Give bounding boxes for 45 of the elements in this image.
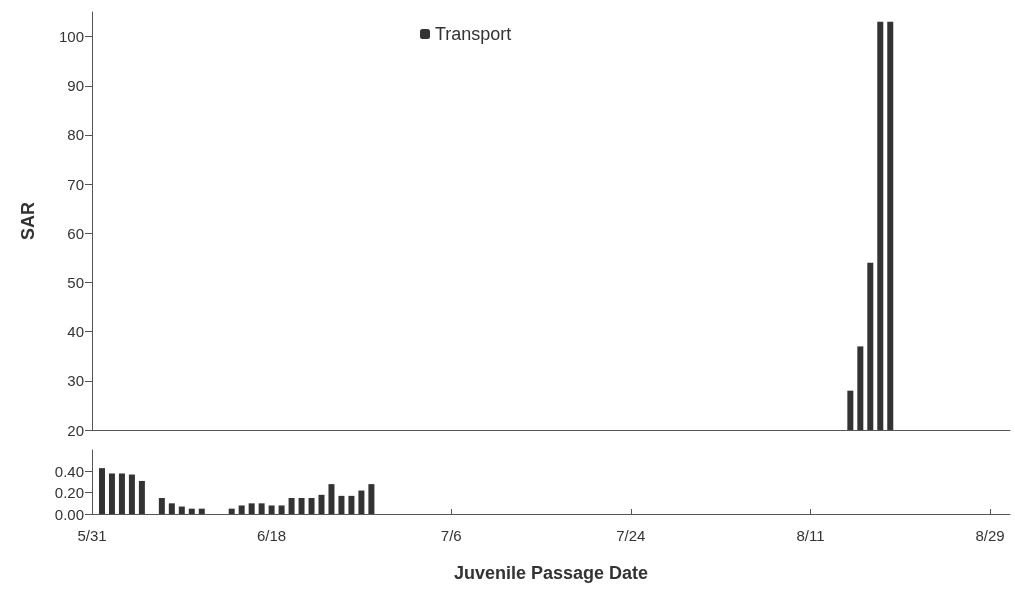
y-tick-label: 20	[67, 421, 84, 439]
bar	[258, 503, 265, 514]
x-tick-label: 6/18	[257, 527, 287, 544]
y-tick-label: 70	[67, 175, 84, 193]
bar	[158, 498, 165, 514]
y-tick-label: 50	[67, 273, 84, 291]
bar	[348, 495, 355, 514]
y-tick-label: 30	[67, 372, 84, 390]
bar	[178, 506, 185, 514]
y-tick-label: 0.20	[54, 484, 84, 502]
bar	[118, 473, 125, 514]
y-tick-label: 0.40	[54, 462, 84, 480]
y-tick-label: 90	[67, 77, 84, 95]
x-axis-title: Juvenile Passage Date	[453, 563, 649, 583]
bar	[368, 484, 375, 514]
x-tick-label: 8/11	[796, 527, 825, 544]
y-tick-label: 60	[67, 224, 84, 242]
bar	[338, 495, 345, 514]
bar	[198, 508, 205, 514]
x-tick-label: 8/29	[975, 527, 1005, 544]
bar	[188, 508, 195, 514]
bar	[228, 508, 235, 514]
y-tick-label: 100	[58, 28, 84, 46]
bar	[278, 505, 285, 514]
bar	[108, 473, 115, 514]
bar	[238, 505, 245, 514]
y-axis-title: SAR	[18, 201, 38, 241]
bar	[288, 498, 295, 514]
y-tick-label: 40	[67, 323, 84, 341]
bar	[98, 468, 105, 514]
x-tick-label: 7/24	[616, 527, 646, 544]
bar	[128, 474, 135, 514]
bar	[248, 503, 255, 514]
x-tick-label: 7/6	[440, 527, 462, 544]
x-tick-label: 5/31	[77, 527, 107, 544]
bar	[168, 503, 175, 514]
bar	[138, 480, 145, 514]
bar	[298, 498, 305, 514]
legend-label: Transport	[435, 24, 512, 44]
y-tick-label: 80	[67, 126, 84, 144]
y-tick-label: 0.00	[54, 505, 84, 523]
bar	[328, 484, 335, 514]
bar	[358, 490, 365, 514]
bar	[318, 494, 325, 514]
bar	[308, 498, 315, 514]
